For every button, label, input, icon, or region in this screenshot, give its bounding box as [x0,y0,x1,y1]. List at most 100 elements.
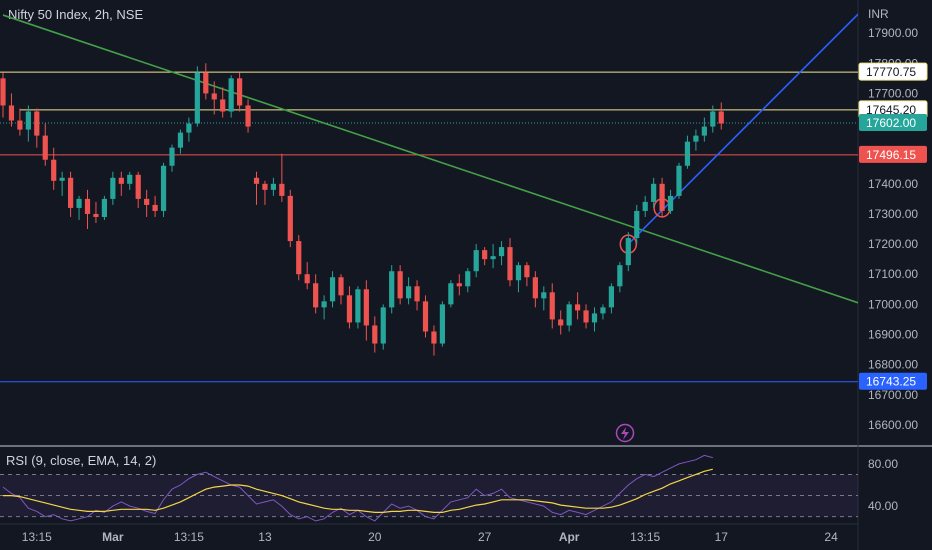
candle-body [177,132,184,148]
candle-body [211,93,217,100]
time-tick-label: Mar [102,530,124,544]
rsi-tick-label: 80.00 [868,457,898,471]
candle-body [659,183,665,211]
candle-body [135,174,141,199]
candle-body [68,177,74,208]
candle-body [575,304,581,311]
price-tag: 17602.00 [859,113,927,131]
candle-body [262,183,268,190]
price-tag-label: 17602.00 [866,116,916,130]
price-tag-bg [858,62,928,81]
candle-body [59,177,65,181]
candle-body [566,304,572,326]
price-tag-label: 17496.15 [866,148,916,162]
candle-body [355,289,361,323]
time-tick-label: 24 [824,530,838,544]
price-tick-label: 17000.00 [868,297,918,311]
currency-label: INR [868,7,889,21]
candle-body [169,147,175,166]
candle-body [270,183,276,190]
price-axis[interactable]: INR 16600.00 16700.00 16800.00 16900.00 17000… [868,7,918,513]
candle-body [34,111,40,136]
alert-lightning-icon [615,423,635,443]
price-tag-label: 17645.20 [866,103,916,117]
candle-body [718,111,724,124]
price-tick-label: 17100.00 [868,267,918,281]
candle-body [693,135,699,142]
candle-body [237,78,243,106]
price-tick-label: 17700.00 [868,86,918,100]
candle-body [389,271,395,308]
candle-body [346,295,353,323]
candle-body [397,271,403,299]
candle-body [93,213,99,217]
candle-body [473,250,479,272]
candle-body [600,307,606,314]
candle-body [279,183,285,196]
price-tick-label: 16700.00 [868,388,918,402]
candle-body [414,286,420,302]
candle-body [558,319,564,326]
candle-body [642,201,648,211]
candle-body [144,198,150,205]
time-tick-label: 20 [368,530,382,544]
candle-body [228,78,234,112]
candle-body [617,265,623,287]
time-tick-label: Apr [559,530,580,544]
candle-body [338,277,344,296]
price-tag: 17496.15 [859,145,927,163]
candle-body [101,198,107,217]
candle-body [532,277,538,299]
candle-body [186,123,192,133]
candle-body [625,238,631,266]
candle-body [422,301,429,332]
candle-body [634,210,640,239]
chart-title: Nifty 50 Index, 2h, NSE [8,7,144,22]
price-tick-label: 17200.00 [868,237,918,251]
price-tag: 16743.25 [859,372,927,390]
price-tag-label: 17770.75 [866,65,916,79]
candle-body [296,241,302,275]
price-tick-label: 17300.00 [868,207,918,221]
candle-body [406,286,412,299]
candle-body [152,204,158,211]
candle-body [76,198,82,208]
candle-body [710,111,716,127]
time-axis[interactable]: 13:15 Mar 13:15 13 20 27 Apr 13:15 17 24 [22,530,838,544]
candle-body [127,174,133,184]
candle-body [515,265,522,281]
candle-body [541,292,547,299]
price-tag-bg [859,372,927,390]
candle-body [583,310,589,323]
candle-body [118,177,124,184]
candle-body [51,159,57,181]
candle-body [507,247,513,281]
candle-body [448,283,454,305]
time-tick-label: 13:15 [22,530,52,544]
price-tag: 17770.75 [858,62,928,81]
candle-body [524,265,530,278]
trend-line [2,14,858,304]
alert-icon-bolt [621,427,629,440]
candle-body [17,120,23,130]
candle-body [220,99,226,112]
price-tick-label: 17900.00 [868,26,918,40]
time-tick-label: 17 [715,530,729,544]
rsi-pane [0,454,858,522]
candle-body [287,195,293,242]
price-tick-label: 16800.00 [868,358,918,372]
candle-body [439,304,445,344]
price-tag-bg [859,145,927,163]
time-tick-label: 27 [478,530,492,544]
trend-line [627,13,858,245]
rsi-label: RSI (9, close, EMA, 14, 2) [6,453,157,468]
price-tick-label: 16600.00 [868,418,918,432]
alert-icon-ring [615,423,635,443]
price-tag-label: 16743.25 [866,375,916,389]
candle-body [84,198,91,214]
rsi-tick-label: 40.00 [868,499,898,513]
candle-body [651,183,657,202]
candles-layer [0,63,724,356]
